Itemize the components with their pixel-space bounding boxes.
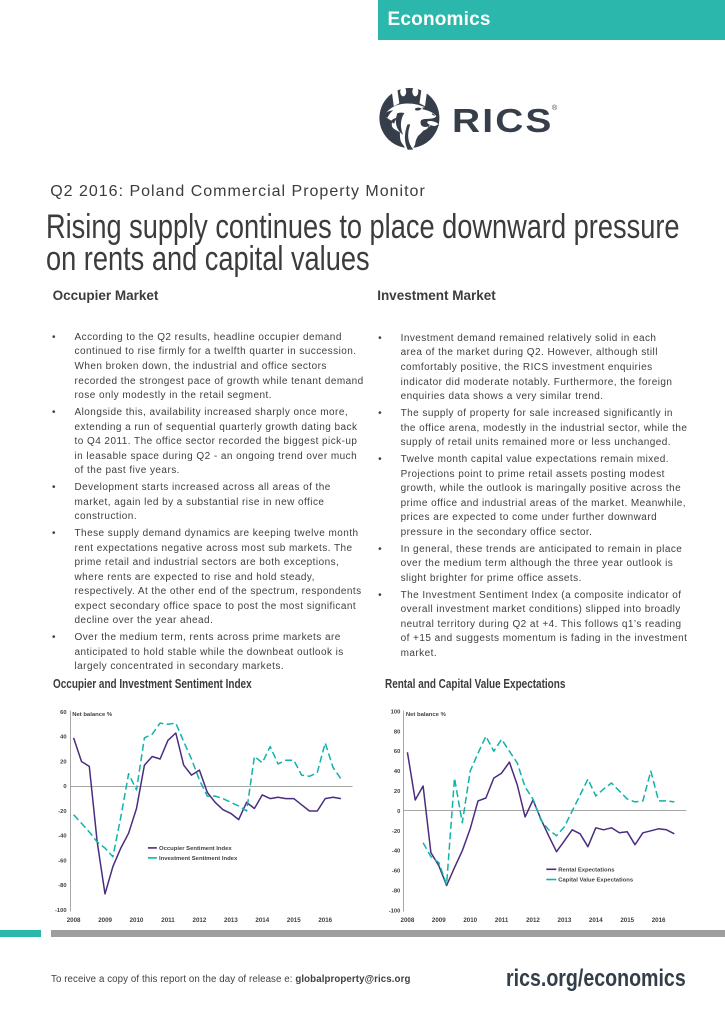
svg-text:2015: 2015	[287, 917, 301, 924]
svg-text:2016: 2016	[318, 917, 332, 924]
svg-text:2014: 2014	[255, 917, 269, 924]
svg-text:Net balance %: Net balance %	[406, 712, 447, 718]
svg-text:20: 20	[394, 789, 400, 795]
svg-text:0: 0	[397, 809, 400, 815]
svg-text:2016: 2016	[652, 917, 666, 924]
svg-text:2008: 2008	[67, 917, 81, 924]
svg-text:40: 40	[394, 769, 400, 775]
svg-text:2009: 2009	[432, 917, 446, 924]
svg-text:-100: -100	[55, 908, 67, 914]
svg-text:2014: 2014	[589, 917, 603, 924]
svg-text:-80: -80	[392, 889, 400, 895]
svg-text:20: 20	[60, 760, 66, 766]
svg-text:-100: -100	[389, 908, 401, 914]
svg-text:-80: -80	[58, 883, 66, 889]
svg-text:Capital Value Expectations: Capital Value Expectations	[558, 878, 634, 884]
svg-text:2015: 2015	[620, 917, 634, 924]
svg-text:-60: -60	[392, 869, 400, 875]
svg-text:2008: 2008	[401, 917, 415, 924]
svg-text:-40: -40	[392, 849, 400, 855]
svg-text:80: 80	[394, 729, 400, 735]
svg-text:40: 40	[60, 735, 66, 741]
svg-text:Occupier Sentiment Index: Occupier Sentiment Index	[159, 846, 232, 852]
svg-text:60: 60	[60, 710, 66, 716]
svg-text:2009: 2009	[98, 917, 112, 924]
svg-text:-40: -40	[58, 834, 66, 840]
svg-text:2012: 2012	[526, 917, 540, 924]
svg-text:2010: 2010	[463, 917, 477, 924]
svg-text:-20: -20	[392, 829, 400, 835]
svg-text:2013: 2013	[558, 917, 572, 924]
svg-text:-60: -60	[58, 859, 66, 865]
svg-text:2010: 2010	[130, 917, 144, 924]
svg-text:60: 60	[394, 749, 400, 755]
svg-text:Investment Sentiment Index: Investment Sentiment Index	[159, 856, 238, 862]
svg-text:-20: -20	[58, 809, 66, 815]
svg-text:2011: 2011	[495, 917, 509, 924]
svg-text:2013: 2013	[224, 917, 238, 924]
svg-text:Net balance %: Net balance %	[72, 712, 113, 718]
svg-text:100: 100	[391, 709, 401, 715]
svg-text:0: 0	[63, 784, 66, 790]
svg-text:2012: 2012	[193, 917, 207, 924]
svg-text:Rental Expectations: Rental Expectations	[558, 867, 615, 873]
svg-text:2011: 2011	[161, 917, 175, 924]
